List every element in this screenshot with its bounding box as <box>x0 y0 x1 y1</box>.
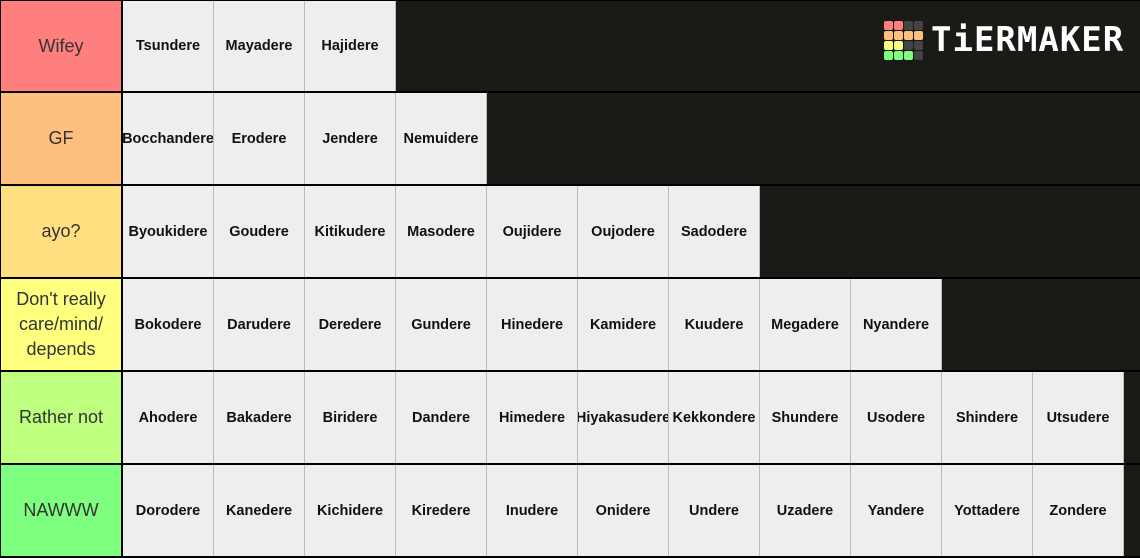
tier-item[interactable]: Jendere <box>305 93 396 184</box>
tier-items: Dorodere Kanedere Kichidere Kiredere Inudere… <box>123 465 1140 556</box>
tier-label[interactable]: Wifey <box>0 1 123 91</box>
tier-item[interactable]: Nemuidere <box>396 93 487 184</box>
logo-grid-cell <box>914 20 923 30</box>
tier-item[interactable]: Mayadere <box>214 1 305 91</box>
logo-grid-cell <box>904 50 913 60</box>
tier-row: Wifey Tsundere Mayadere Hajidere <box>0 0 1140 93</box>
logo-grid-cell <box>894 40 903 50</box>
tier-items: Bocchandere Erodere Jendere Nemuidere <box>123 93 1140 184</box>
tier-item[interactable]: Hinedere <box>487 279 578 370</box>
logo-grid-cell <box>884 20 893 30</box>
tier-row: Don't really care/mind/ depends Bokodere D… <box>0 279 1140 372</box>
tier-item[interactable]: Oujidere <box>487 186 578 277</box>
logo-grid-cell <box>884 40 893 50</box>
tier-item[interactable]: Shundere <box>760 372 851 463</box>
tier-item[interactable]: Yandere <box>851 465 942 556</box>
tier-item[interactable]: Kiredere <box>396 465 487 556</box>
tier-item[interactable]: Nyandere <box>851 279 942 370</box>
logo-grid-cell <box>894 50 903 60</box>
tier-item[interactable]: Inudere <box>487 465 578 556</box>
tier-item[interactable]: Kekkondere <box>669 372 760 463</box>
logo-grid-cell <box>904 20 913 30</box>
tier-item[interactable]: Zondere <box>1033 465 1124 556</box>
tier-row: ayo? Byoukidere Goudere Kitikudere Masodere O… <box>0 186 1140 279</box>
tier-item[interactable]: Dandere <box>396 372 487 463</box>
tier-item[interactable]: Oujodere <box>578 186 669 277</box>
tier-item[interactable]: Kitikudere <box>305 186 396 277</box>
tier-label[interactable]: GF <box>0 93 123 184</box>
logo-grid-cell <box>914 50 923 60</box>
tier-item[interactable]: Shindere <box>942 372 1033 463</box>
tier-label[interactable]: NAWWW <box>0 465 123 556</box>
tier-item[interactable]: Uzadere <box>760 465 851 556</box>
tier-item[interactable]: Himedere <box>487 372 578 463</box>
tier-item[interactable]: Masodere <box>396 186 487 277</box>
tier-item[interactable]: Ahodere <box>123 372 214 463</box>
tier-items: Byoukidere Goudere Kitikudere Masodere Oujid… <box>123 186 1140 277</box>
logo-text: TiERMAKER <box>931 20 1125 60</box>
logo-grid-cell <box>894 20 903 30</box>
tier-row: NAWWW Dorodere Kanedere Kichidere Kiredere In… <box>0 465 1140 558</box>
logo-grid-cell <box>884 30 893 40</box>
tier-item[interactable]: Hajidere <box>305 1 396 91</box>
tier-item[interactable]: Byoukidere <box>123 186 214 277</box>
tier-label[interactable]: Rather not <box>0 372 123 463</box>
tier-item[interactable]: Usodere <box>851 372 942 463</box>
tier-item[interactable]: Bokodere <box>123 279 214 370</box>
tier-row: GF Bocchandere Erodere Jendere Nemuidere <box>0 93 1140 186</box>
logo-grid-icon <box>884 20 923 60</box>
tier-item[interactable]: Utsudere <box>1033 372 1124 463</box>
tier-item[interactable]: Bakadere <box>214 372 305 463</box>
tier-item[interactable]: Sadodere <box>669 186 760 277</box>
tier-item[interactable]: Yottadere <box>942 465 1033 556</box>
logo-grid-cell <box>904 30 913 40</box>
tier-item[interactable]: Hiyakasudere <box>578 372 669 463</box>
tier-item[interactable]: Tsundere <box>123 1 214 91</box>
tier-item[interactable]: Goudere <box>214 186 305 277</box>
tier-item[interactable]: Deredere <box>305 279 396 370</box>
logo-grid-cell <box>894 30 903 40</box>
tier-item[interactable]: Kuudere <box>669 279 760 370</box>
tier-item[interactable]: Kanedere <box>214 465 305 556</box>
tier-item[interactable]: Darudere <box>214 279 305 370</box>
tier-item[interactable]: Kichidere <box>305 465 396 556</box>
tier-label[interactable]: ayo? <box>0 186 123 277</box>
tier-item[interactable]: Erodere <box>214 93 305 184</box>
logo-grid-cell <box>914 30 923 40</box>
tier-label[interactable]: Don't really care/mind/ depends <box>0 279 123 370</box>
tier-item[interactable]: Undere <box>669 465 760 556</box>
logo-grid-cell <box>904 40 913 50</box>
tier-item[interactable]: Biridere <box>305 372 396 463</box>
tier-item[interactable]: Gundere <box>396 279 487 370</box>
tier-item[interactable]: Megadere <box>760 279 851 370</box>
tier-item[interactable]: Dorodere <box>123 465 214 556</box>
tier-items: Ahodere Bakadere Biridere Dandere Himedere Hi… <box>123 372 1140 463</box>
tier-item[interactable]: Onidere <box>578 465 669 556</box>
logo-grid-cell <box>884 50 893 60</box>
logo-grid-cell <box>914 40 923 50</box>
tier-items: Tsundere Mayadere Hajidere <box>123 1 1140 91</box>
tier-item[interactable]: Kamidere <box>578 279 669 370</box>
tier-row: Rather not Ahodere Bakadere Biridere Dandere… <box>0 372 1140 465</box>
tiermaker-logo[interactable]: TiERMAKER <box>884 20 1124 60</box>
tier-item[interactable]: Bocchandere <box>123 93 214 184</box>
tier-items: Bokodere Darudere Deredere Gundere Hinedere K… <box>123 279 1140 370</box>
